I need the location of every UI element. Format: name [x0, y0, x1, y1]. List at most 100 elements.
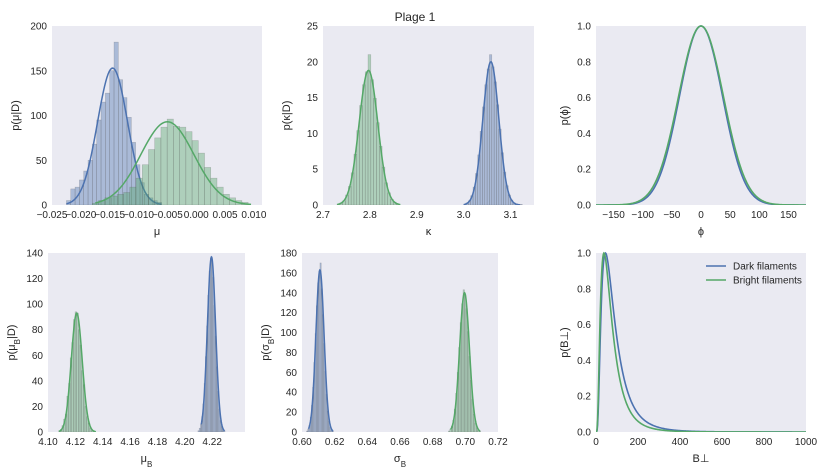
- histogram-bar: [370, 79, 374, 205]
- y-tick-label: 0.8: [577, 57, 591, 68]
- histogram-bar: [306, 430, 308, 432]
- histogram-bar: [364, 71, 369, 205]
- kde-line: [58, 312, 97, 432]
- y-tick-label: 0.4: [577, 129, 591, 140]
- marks: [58, 255, 226, 432]
- histogram-bar: [484, 84, 488, 205]
- y-axis-label: p(μB|D): [6, 325, 22, 361]
- y-tick-label: 20: [307, 57, 319, 68]
- x-tick-label: −0.010: [123, 210, 154, 221]
- subplot-mu_B: 4.10 4.12 4.14 4.16 4.18 4.20 4.22 0 20 40 60 80 100…: [6, 249, 245, 469]
- x-tick-label: −0.015: [94, 210, 125, 221]
- histogram: [92, 118, 249, 205]
- y-tick-label: 160: [280, 268, 297, 279]
- histogram-bar: [139, 182, 145, 205]
- x-tick-label: 4.18: [148, 437, 168, 448]
- histogram-bar: [92, 143, 97, 205]
- y-tick-label: 60: [286, 368, 298, 379]
- x-tick-label: 2.9: [410, 210, 424, 221]
- subplot-kappa: 2.7 2.8 2.9 3.0 3.1 0 5 10 15 20 25 κ p(κ|D): [281, 22, 534, 238]
- histogram-bar: [200, 424, 202, 432]
- x-tick-label: 0.000: [184, 210, 209, 221]
- y-tick-label: 120: [280, 308, 297, 319]
- marks: [306, 262, 481, 432]
- x-tick-label: 600: [714, 437, 731, 448]
- kde-line: [449, 291, 481, 432]
- y-tick-label: 180: [280, 249, 297, 260]
- x-tick-label: 0.72: [488, 437, 508, 448]
- x-tick-label: 4.12: [66, 437, 86, 448]
- y-tick-label: 0: [41, 201, 47, 212]
- x-tick-label: 800: [756, 437, 773, 448]
- histogram-bar: [491, 66, 495, 205]
- histogram-bar: [204, 167, 212, 205]
- x-tick-label: 0: [698, 210, 704, 221]
- histogram-bar: [100, 101, 106, 205]
- x-tick-label: −0.005: [152, 210, 183, 221]
- x-tick-label: 0.64: [358, 437, 378, 448]
- histogram-bar: [362, 84, 366, 205]
- x-tick-label: 0.68: [423, 437, 443, 448]
- kde-line: [95, 121, 252, 205]
- y-tick-label: 100: [26, 300, 43, 311]
- histogram-bar: [519, 204, 523, 205]
- x-tick-label: −0.020: [65, 210, 96, 221]
- y-tick-label: 5: [312, 165, 318, 176]
- y-tick-label: 25: [307, 22, 319, 33]
- legend-label: Bright filaments: [733, 276, 802, 287]
- marks: [336, 54, 523, 205]
- kde-line: [336, 69, 401, 205]
- x-tick-label: 100: [751, 210, 768, 221]
- y-tick-label: 150: [30, 66, 47, 77]
- histogram-bar: [179, 126, 187, 205]
- y-tick-label: 40: [32, 376, 44, 387]
- x-tick-label: 150: [780, 210, 797, 221]
- x-tick-label: 2.8: [363, 210, 377, 221]
- histogram-bar: [160, 126, 168, 205]
- x-axis-label: κ: [426, 226, 432, 238]
- histogram-bar: [367, 54, 372, 205]
- x-tick-label: 2.7: [316, 210, 330, 221]
- x-axis-label: ϕ: [698, 226, 704, 238]
- histogram-bar: [197, 430, 200, 432]
- y-tick-label: 0.6: [577, 93, 591, 104]
- y-tick-label: 80: [32, 325, 44, 336]
- y-tick-label: 50: [36, 156, 48, 167]
- y-tick-label: 120: [26, 274, 43, 285]
- legend-label: Dark filaments: [733, 262, 797, 273]
- histogram-bar: [96, 119, 102, 205]
- series-line: [596, 25, 806, 205]
- x-axis-label: B⊥: [693, 453, 710, 465]
- histogram-bar: [319, 262, 322, 432]
- x-tick-label: 4.14: [93, 437, 113, 448]
- histogram-bar: [118, 79, 123, 205]
- y-tick-label: 140: [26, 249, 43, 260]
- series-line: [596, 251, 806, 432]
- x-tick-label: −0.025: [37, 210, 68, 221]
- y-tick-label: 0.8: [577, 284, 591, 295]
- histogram-bar: [83, 170, 89, 205]
- histogram-bar: [448, 430, 451, 432]
- x-tick-label: 0.62: [325, 437, 345, 448]
- histogram-bar: [166, 118, 174, 205]
- histogram-bar: [191, 140, 199, 205]
- y-tick-label: 100: [280, 328, 297, 339]
- x-tick-label: 0.010: [241, 210, 266, 221]
- x-tick-label: 0.005: [213, 210, 238, 221]
- y-tick-label: 200: [30, 22, 47, 33]
- histogram-bar: [74, 311, 77, 432]
- histogram-bar: [185, 131, 193, 205]
- y-tick-label: 0.2: [577, 165, 591, 176]
- x-tick-label: 50: [725, 210, 737, 221]
- y-tick-label: 20: [286, 408, 298, 419]
- figure-title: Plage 1: [395, 10, 436, 24]
- legend: Dark filaments Bright filaments: [706, 262, 802, 287]
- histogram: [336, 54, 400, 205]
- histogram-bar: [131, 142, 136, 205]
- y-tick-label: 0.4: [577, 356, 591, 367]
- y-tick-label: 15: [307, 93, 319, 104]
- y-tick-label: 0.0: [577, 428, 591, 439]
- x-tick-label: −50: [663, 210, 680, 221]
- marks: [596, 251, 806, 432]
- kde-line: [463, 61, 520, 205]
